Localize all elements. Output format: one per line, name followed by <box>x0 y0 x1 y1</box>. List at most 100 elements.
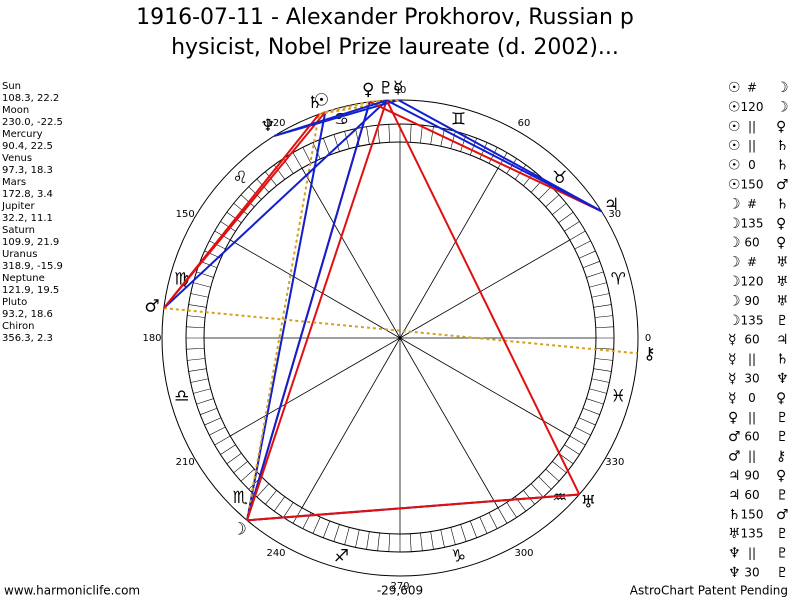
degree-label: 90 <box>394 85 407 96</box>
degree-tick <box>233 203 248 215</box>
aspect-type: 0 <box>748 391 756 405</box>
degree-label: 0 <box>645 333 651 344</box>
degree-tick <box>538 476 552 490</box>
aspect-p1: ♂ <box>728 429 741 445</box>
aspect-type: 60 <box>744 430 759 444</box>
degree-tick <box>187 358 206 361</box>
degree-tick <box>488 512 498 529</box>
degree-tick <box>420 125 423 144</box>
planet-coords: 90.4, 22.5 <box>2 141 53 152</box>
aspect-p1: ☿ <box>728 352 737 368</box>
degree-tick <box>220 444 236 455</box>
sign-glyph: ♏ <box>233 488 248 508</box>
aspect-p2: ♀ <box>776 216 786 232</box>
aspect-p2: ♆ <box>776 371 789 387</box>
degree-tick <box>440 529 445 548</box>
degree-tick <box>188 304 207 308</box>
aspect-p1: ♃ <box>728 487 741 503</box>
degree-tick <box>469 138 477 156</box>
aspect-type: # <box>747 81 757 95</box>
aspect-type: || <box>748 119 756 133</box>
degree-tick <box>578 417 596 426</box>
aspect-line <box>246 100 388 521</box>
degree-tick <box>552 203 567 215</box>
degree-tick <box>469 520 477 538</box>
aspect-p2: ♄ <box>776 352 789 368</box>
aspect-type: 135 <box>741 216 764 230</box>
degree-tick <box>479 516 488 534</box>
aspect-type: || <box>748 546 756 560</box>
aspect-p1: ♃ <box>728 468 741 484</box>
degree-tick <box>430 531 434 550</box>
aspect-type: 150 <box>741 178 764 192</box>
degree-tick <box>193 282 211 288</box>
planet-glyph: ♃ <box>604 195 619 215</box>
degree-tick <box>594 358 613 361</box>
aspect-type: 60 <box>744 333 759 347</box>
aspect-p2: ☽ <box>776 80 789 96</box>
sign-glyph: ♈ <box>611 270 626 290</box>
title: 1916-07-11 - Alexander Prokhorov, Russia… <box>136 5 634 30</box>
aspect-p2: ♇ <box>776 429 789 445</box>
sign-glyph: ♐ <box>334 546 349 566</box>
planet-coords: 93.2, 18.6 <box>2 309 53 320</box>
aspect-type: || <box>748 449 756 463</box>
degree-label: 60 <box>518 118 531 129</box>
degree-tick <box>409 533 412 552</box>
degree-tick <box>226 211 242 224</box>
aspect-type: # <box>747 197 757 211</box>
planet-coords: 230.0, -22.5 <box>2 117 63 128</box>
aspect-p1: ☽ <box>728 196 741 212</box>
aspect-type: 90 <box>744 469 759 483</box>
aspect-type: 135 <box>741 313 764 327</box>
planet-coords: 172.8, 3.4 <box>2 189 53 200</box>
degree-label: 120 <box>266 118 285 129</box>
sign-glyph: ♑ <box>451 546 466 566</box>
aspect-p1: ☿ <box>728 371 737 387</box>
aspect-p2: ♇ <box>776 410 789 426</box>
aspect-type: || <box>748 410 756 424</box>
number: -29,609 <box>377 584 423 598</box>
aspect-p1: ☉ <box>728 138 741 154</box>
aspect-p2: ♇ <box>776 565 789 581</box>
aspect-line <box>246 111 327 521</box>
aspect-p1: ♄ <box>728 507 741 523</box>
house-spoke <box>230 337 401 437</box>
degree-label: 270 <box>390 581 409 592</box>
aspect-type: # <box>747 255 757 269</box>
aspect-line <box>246 493 580 522</box>
degree-tick <box>497 507 508 524</box>
aspect-p1: ☽ <box>728 235 741 251</box>
house-spoke <box>399 337 570 437</box>
aspect-p1: ☽ <box>728 293 741 309</box>
degree-label: 330 <box>605 457 624 468</box>
degree-tick <box>273 496 286 512</box>
degree-tick <box>377 532 380 551</box>
degree-tick <box>574 426 591 436</box>
house-spoke <box>399 239 570 339</box>
degree-tick <box>430 126 434 145</box>
degree-tick <box>190 378 209 383</box>
aspect-type: 30 <box>744 372 759 386</box>
degree-tick <box>204 417 222 426</box>
planet-name: Chiron <box>2 321 34 332</box>
aspect-p2: ♂ <box>776 507 789 523</box>
sign-glyph: ♎ <box>174 386 189 406</box>
aspect-p2: ♄ <box>776 158 789 174</box>
degree-tick <box>209 240 226 250</box>
degree-tick <box>582 261 600 269</box>
planet-name: Neptune <box>2 273 45 284</box>
aspect-type: 120 <box>741 100 764 114</box>
degree-tick <box>366 126 370 145</box>
planet-name: Mercury <box>2 129 43 140</box>
planet-coords: 97.3, 18.3 <box>2 165 53 176</box>
aspect-type: 135 <box>741 527 764 541</box>
planet-glyph: ♆ <box>260 116 275 136</box>
aspect-p2: ♀ <box>776 468 786 484</box>
sign-glyph: ♍ <box>174 270 189 290</box>
planet-name: Jupiter <box>1 201 35 212</box>
planet-glyph: ♅ <box>581 492 596 512</box>
aspect-line <box>246 114 320 521</box>
degree-tick <box>344 527 350 545</box>
